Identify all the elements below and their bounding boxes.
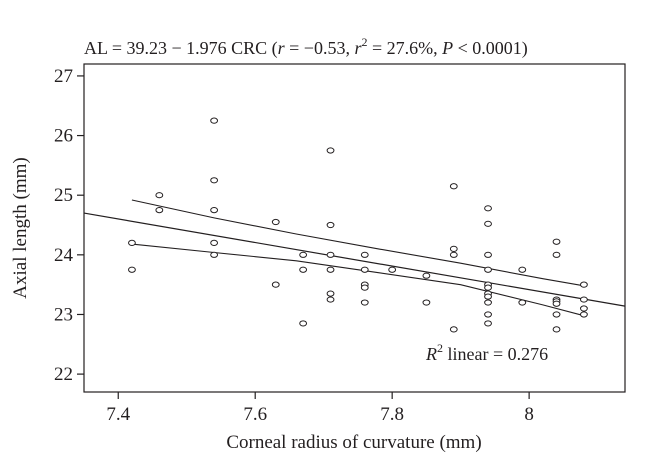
data-point	[271, 281, 280, 288]
y-axis-title: Axial length (mm)	[10, 157, 31, 298]
data-point	[580, 305, 588, 312]
data-point	[449, 326, 458, 333]
data-point	[580, 311, 588, 318]
data-point	[128, 266, 136, 273]
data-point	[422, 272, 431, 279]
data-point	[210, 207, 219, 214]
data-point	[484, 266, 492, 273]
y-tick-label: 23	[54, 304, 73, 325]
data-point	[518, 299, 527, 306]
data-point	[552, 251, 561, 258]
data-points	[128, 117, 588, 333]
x-tick-label: 8	[524, 404, 534, 425]
x-tick-label: 7.4	[106, 404, 130, 425]
data-point	[210, 177, 219, 184]
data-point	[552, 300, 561, 307]
data-point	[326, 296, 335, 303]
data-point	[299, 251, 308, 258]
data-point	[484, 205, 492, 212]
data-point	[484, 299, 492, 306]
data-point	[210, 117, 219, 124]
data-point	[388, 266, 397, 273]
data-point	[326, 147, 335, 154]
x-tick-label: 7.8	[380, 404, 404, 425]
data-point	[326, 266, 335, 273]
y-axis: 22 23 24 25 26 27	[54, 66, 84, 385]
data-point	[326, 221, 335, 229]
data-point	[484, 251, 492, 258]
x-tick-label: 7.6	[243, 404, 267, 425]
y-tick-label: 26	[54, 126, 73, 147]
regression-fit-line	[83, 212, 626, 307]
y-tick-label: 25	[54, 185, 73, 206]
data-point	[580, 281, 588, 288]
data-point	[360, 251, 369, 258]
x-axis-title: Corneal radius of curvature (mm)	[226, 432, 481, 453]
chart-title: AL = 39.23 − 1.976 CRC (r = −0.53, r2 = …	[84, 35, 528, 59]
y-tick-label: 27	[54, 66, 73, 87]
data-point	[210, 251, 219, 258]
data-point	[552, 238, 561, 245]
data-point	[552, 326, 561, 333]
data-point	[422, 299, 431, 306]
data-point	[484, 284, 492, 291]
data-point	[360, 266, 369, 273]
x-axis: 7.4 7.6 7.8 8	[106, 392, 534, 425]
data-point	[518, 266, 527, 273]
data-point	[449, 183, 458, 190]
plot-frame	[83, 63, 626, 393]
data-point	[449, 245, 458, 252]
data-point	[155, 207, 164, 214]
data-point	[580, 296, 588, 303]
data-point	[128, 239, 136, 247]
data-point	[552, 311, 561, 318]
data-point	[271, 218, 280, 226]
data-point	[484, 293, 492, 300]
data-point	[449, 251, 458, 258]
data-point	[484, 311, 492, 318]
data-point	[299, 320, 308, 327]
y-tick-label: 22	[54, 364, 73, 385]
r-squared-annotation: R2 linear = 0.276	[425, 341, 548, 364]
data-point	[210, 239, 219, 247]
data-point	[326, 290, 335, 297]
y-tick-label: 24	[54, 245, 74, 266]
data-point	[299, 266, 308, 273]
data-point	[360, 284, 369, 291]
data-point	[484, 320, 492, 327]
data-point	[326, 251, 335, 258]
data-point	[155, 192, 164, 199]
confidence-band-upper	[131, 199, 584, 287]
data-point	[360, 299, 369, 306]
data-point	[484, 220, 492, 227]
